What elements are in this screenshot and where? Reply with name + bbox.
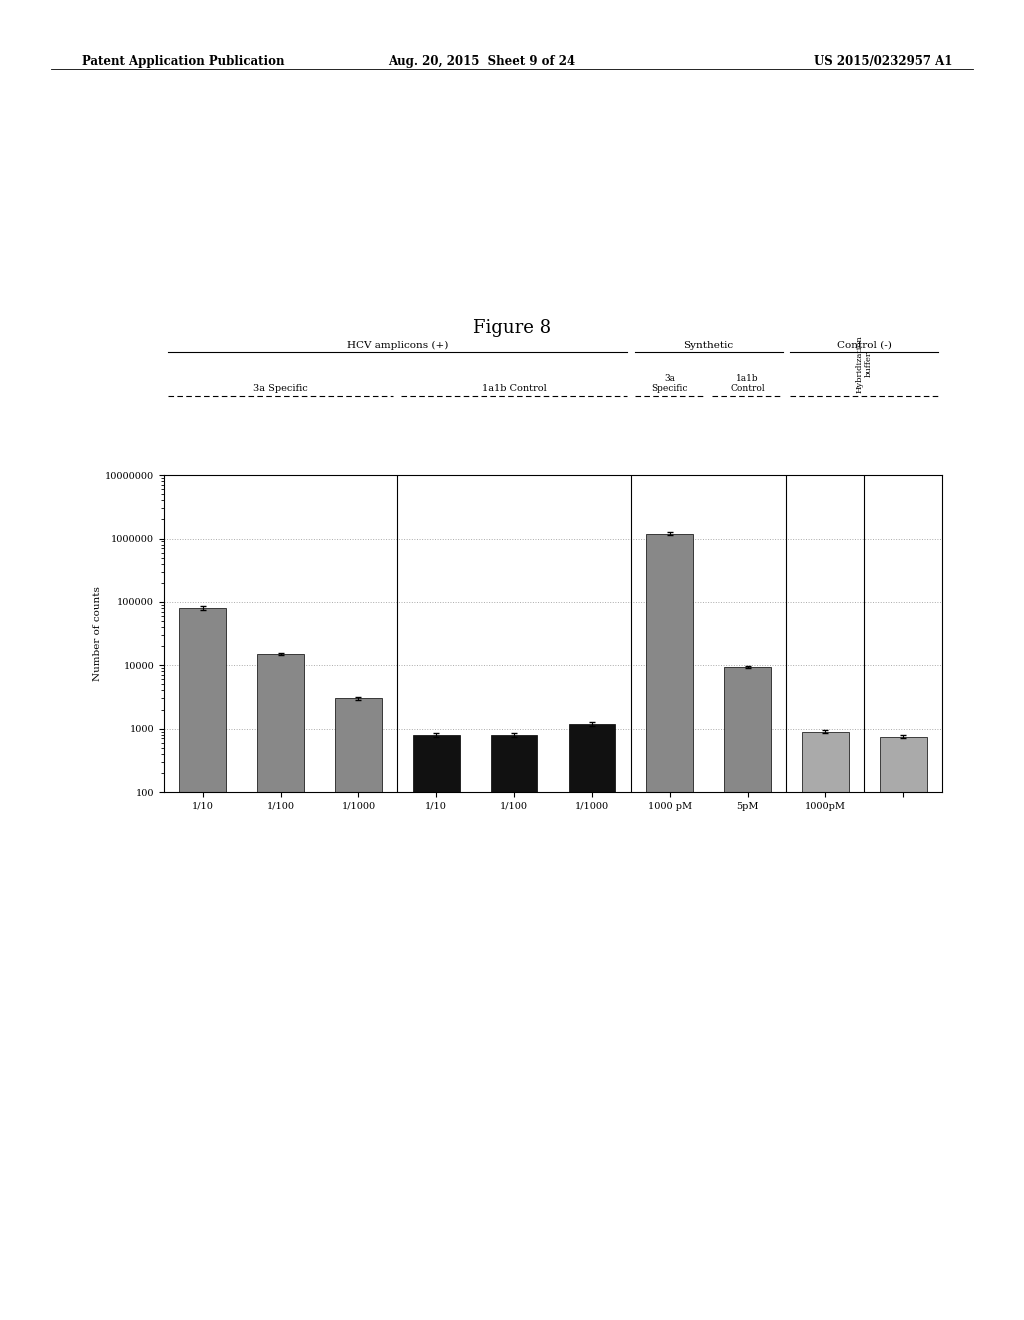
Text: HCV amplicons (+): HCV amplicons (+) <box>347 341 447 350</box>
Bar <box>257 655 304 1320</box>
Bar <box>335 698 382 1320</box>
Text: 3a
Specific: 3a Specific <box>651 374 688 393</box>
Bar <box>179 609 226 1320</box>
Bar <box>802 731 849 1320</box>
Text: US 2015/0232957 A1: US 2015/0232957 A1 <box>814 55 952 69</box>
Text: Figure 8: Figure 8 <box>473 318 551 337</box>
Text: Patent Application Publication: Patent Application Publication <box>82 55 285 69</box>
Y-axis label: Number of counts: Number of counts <box>93 586 102 681</box>
Bar <box>724 667 771 1320</box>
Text: 1a1b
Control: 1a1b Control <box>730 374 765 393</box>
Bar <box>490 735 538 1320</box>
Text: Aug. 20, 2015  Sheet 9 of 24: Aug. 20, 2015 Sheet 9 of 24 <box>388 55 574 69</box>
Text: Synthetic: Synthetic <box>684 341 733 350</box>
Bar <box>646 533 693 1320</box>
Bar <box>413 735 460 1320</box>
Bar <box>880 737 927 1320</box>
Text: 1a1b Control: 1a1b Control <box>481 384 547 393</box>
Bar <box>568 723 615 1320</box>
Text: Control (-): Control (-) <box>837 341 892 350</box>
Text: Hybridization
buffer: Hybridization buffer <box>856 335 872 393</box>
Text: 3a Specific: 3a Specific <box>253 384 308 393</box>
